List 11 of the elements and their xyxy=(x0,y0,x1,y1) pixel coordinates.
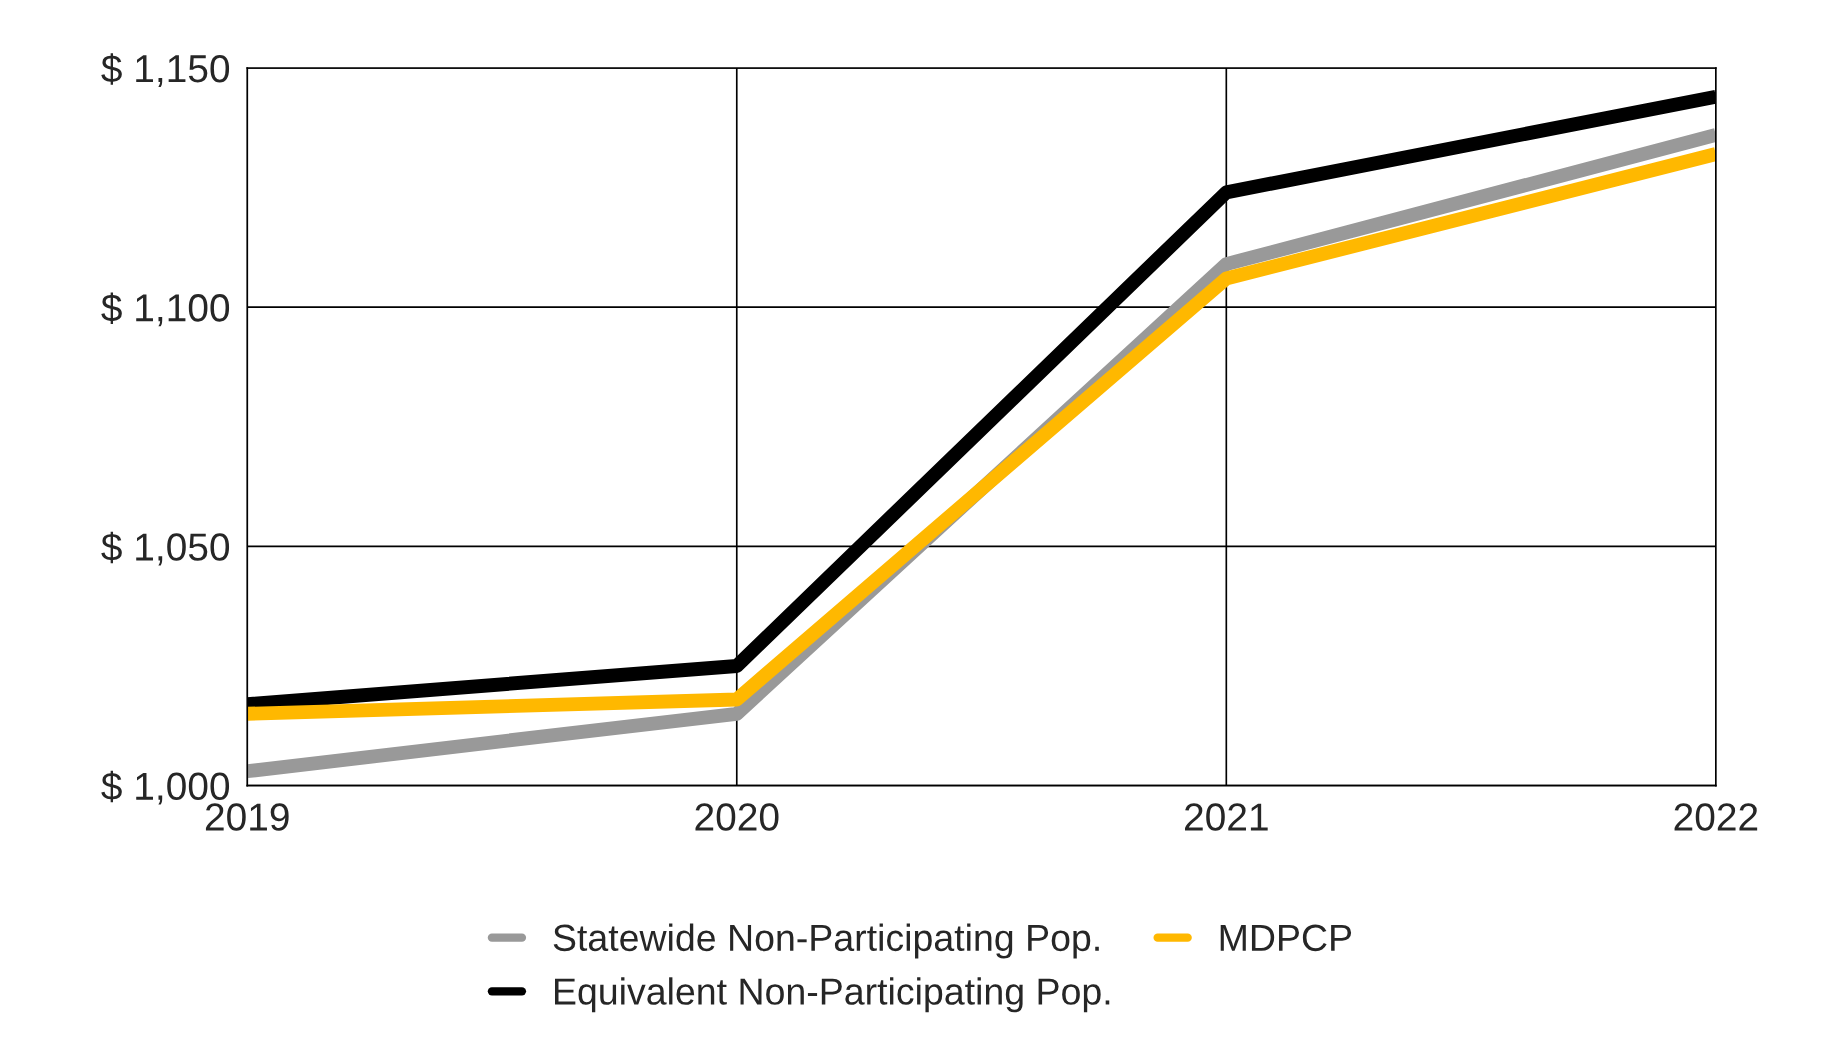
x-tick-label: 2019 xyxy=(205,803,289,831)
x-tick-label: 2020 xyxy=(695,803,779,831)
x-tick-label: 2022 xyxy=(1674,803,1758,831)
legend-label: Equivalent Non-Participating Pop. xyxy=(555,977,1110,1013)
legend-label: MDPCP xyxy=(1220,924,1352,952)
y-tick-label: $ 1,000 xyxy=(101,770,230,805)
x-tick-label: 2021 xyxy=(1185,803,1268,831)
y-tick-label: $ 1,150 xyxy=(101,53,230,88)
y-tick-label: $ 1,100 xyxy=(101,292,230,327)
y-tick-label: $ 1,050 xyxy=(101,531,230,566)
legend-label: Statewide Non-Participating Pop. xyxy=(553,923,1099,959)
